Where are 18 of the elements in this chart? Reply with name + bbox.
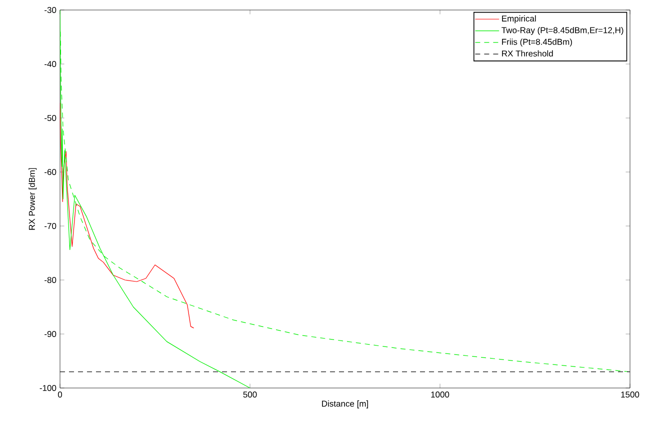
- y-tick-label: -80: [44, 277, 56, 284]
- y-tick-label: -40: [44, 61, 56, 68]
- legend-label: Two-Ray (Pt=8.45dBm,Er=12,H): [502, 26, 624, 35]
- legend-label: Empirical: [502, 15, 536, 24]
- y-tick-label: -100: [40, 385, 56, 392]
- x-tick-label: 0: [58, 392, 62, 398]
- x-tick-label: 500: [243, 392, 257, 398]
- legend-label: RX Threshold: [502, 50, 553, 57]
- x-tick-label: 1000: [431, 392, 450, 398]
- y-tick-label: -70: [44, 223, 56, 230]
- x-axis-title: Distance [m]: [322, 400, 368, 408]
- y-axis-title: RX Power [dBm]: [28, 168, 37, 230]
- y-tick-label: -30: [44, 7, 56, 14]
- x-tick-label: 1500: [621, 392, 640, 398]
- y-tick-label: -60: [44, 169, 56, 176]
- y-tick-label: -90: [44, 331, 56, 338]
- legend-label: Friis (Pt=8.45dBm): [502, 38, 572, 47]
- y-tick-label: -50: [44, 115, 56, 122]
